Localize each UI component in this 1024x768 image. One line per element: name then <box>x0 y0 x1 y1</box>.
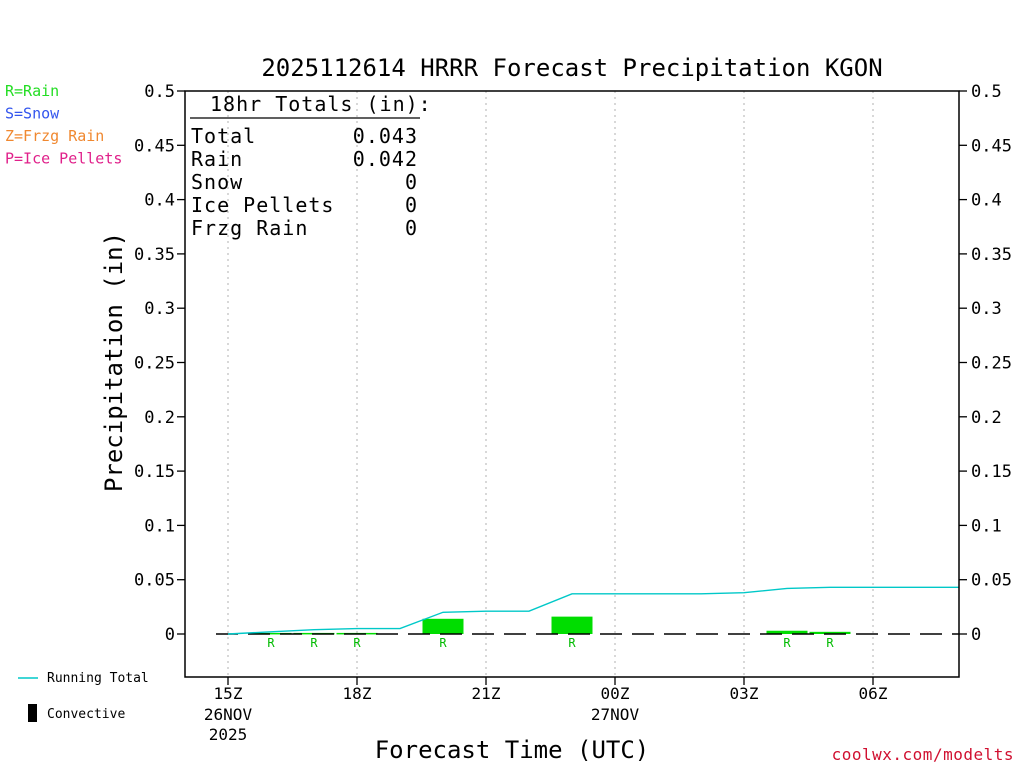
type-legend-entry: R=Rain <box>5 82 59 100</box>
totals-row-value: 0 <box>405 216 418 240</box>
y-tick-left-label: 0.15 <box>134 462 175 482</box>
precip-type-label-h16: R <box>267 636 275 650</box>
x-tick-date-15Z: 26NOV <box>204 705 253 724</box>
grid-lines <box>227 91 874 677</box>
chart-title: 2025112614 HRRR Forecast Precipitation K… <box>261 54 882 82</box>
precip-bar-h28 <box>766 630 808 634</box>
precip-bar-h29 <box>809 631 851 634</box>
precip-bar-h16 <box>250 632 292 635</box>
precip-type-label-h28: R <box>783 636 791 650</box>
precip-bar-h23 <box>551 616 593 634</box>
y-tick-right-label: 0.2 <box>971 408 1002 428</box>
y-tick-left-label: 0 <box>165 625 175 645</box>
totals-row-label: Ice Pellets <box>191 193 334 217</box>
y-tick-right-label: 0.5 <box>971 82 1002 102</box>
y-tick-left-label: 0.25 <box>134 354 175 374</box>
y-tick-right-label: 0.15 <box>971 462 1012 482</box>
totals-row-label: Snow <box>191 170 243 194</box>
y-tick-left-label: 0.5 <box>144 82 175 102</box>
x-axis-label: Forecast Time (UTC) <box>375 736 650 764</box>
x-tick-label-03Z: 03Z <box>730 684 759 703</box>
y-tick-right-label: 0.05 <box>971 571 1012 591</box>
precip-bar-h20 <box>422 618 464 634</box>
precip-type-label-h17: R <box>310 636 318 650</box>
convective-legend-label: Convective <box>47 707 125 722</box>
plot-frame <box>184 90 960 678</box>
totals-heading: 18hr Totals (in): <box>210 92 432 116</box>
precip-type-label-h23: R <box>568 636 576 650</box>
y-tick-left-label: 0.4 <box>144 191 175 211</box>
y-tick-left-label: 0.3 <box>144 299 175 319</box>
y-tick-right-label: 0.3 <box>971 299 1002 319</box>
totals-row-label: Rain <box>191 147 243 171</box>
y-tick-right-label: 0.4 <box>971 191 1002 211</box>
precip-type-label-h20: R <box>439 636 447 650</box>
y-tick-left-label: 0.35 <box>134 245 175 265</box>
series-legend: Running Total Convective <box>18 671 149 722</box>
x-tick-label-00Z: 00Z <box>601 684 630 703</box>
x-tick-label-18Z: 18Z <box>343 684 372 703</box>
y-tick-right-label: 0.35 <box>971 245 1012 265</box>
y-tick-left-label: 0.05 <box>134 571 175 591</box>
totals-row-value: 0 <box>405 193 418 217</box>
y-axis-left: 0 0.05 0.1 0.15 0.2 0.25 0.3 0.35 0.4 0.45 0.5 <box>134 82 185 645</box>
y-tick-right-label: 0.45 <box>971 136 1012 156</box>
precip-bars <box>250 616 851 635</box>
type-legend-entry: S=Snow <box>5 105 60 123</box>
y-tick-right-label: 0.25 <box>971 354 1012 374</box>
totals-row-label: Frzg Rain <box>191 216 308 240</box>
x-tick-label-15Z: 15Z <box>214 684 243 703</box>
y-tick-left-label: 0.2 <box>144 408 175 428</box>
x-tick-label-06Z: 06Z <box>859 684 888 703</box>
totals-row-value: 0 <box>405 170 418 194</box>
convective-legend-swatch <box>28 704 37 722</box>
y-tick-left-label: 0.45 <box>134 136 175 156</box>
y-tick-left-label: 0.1 <box>144 516 175 536</box>
running-total-legend-label: Running Total <box>47 671 149 686</box>
totals-box: 18hr Totals (in): Total 0.043 Rain 0.042 Snow… <box>190 92 432 240</box>
y-tick-right-label: 0 <box>971 625 981 645</box>
precip-type-legend: R=Rain S=Snow Z=Frzg Rain P=Ice Pellets <box>5 82 122 168</box>
type-legend-entry: P=Ice Pellets <box>5 150 122 168</box>
totals-row-value: 0.043 <box>353 124 418 148</box>
site-credit: coolwx.com/modelts <box>831 745 1014 764</box>
x-tick-date-00Z: 27NOV <box>591 705 640 724</box>
precip-type-label-h29: R <box>826 636 834 650</box>
y-tick-right-label: 0.1 <box>971 516 1002 536</box>
totals-row-value: 0.042 <box>353 147 418 171</box>
y-axis-label: Precipitation (in) <box>100 232 128 492</box>
x-tick-label-21Z: 21Z <box>472 684 501 703</box>
x-tick-year-15Z: 2025 <box>209 725 248 744</box>
y-axis-right: 0 0.05 0.1 0.15 0.2 0.25 0.3 0.35 0.4 0.45 0.5 <box>959 82 1012 645</box>
totals-row-label: Total <box>191 124 256 148</box>
running-total-line <box>227 586 959 635</box>
type-legend-entry: Z=Frzg Rain <box>5 127 104 145</box>
precip-type-label-h18: R <box>353 636 361 650</box>
